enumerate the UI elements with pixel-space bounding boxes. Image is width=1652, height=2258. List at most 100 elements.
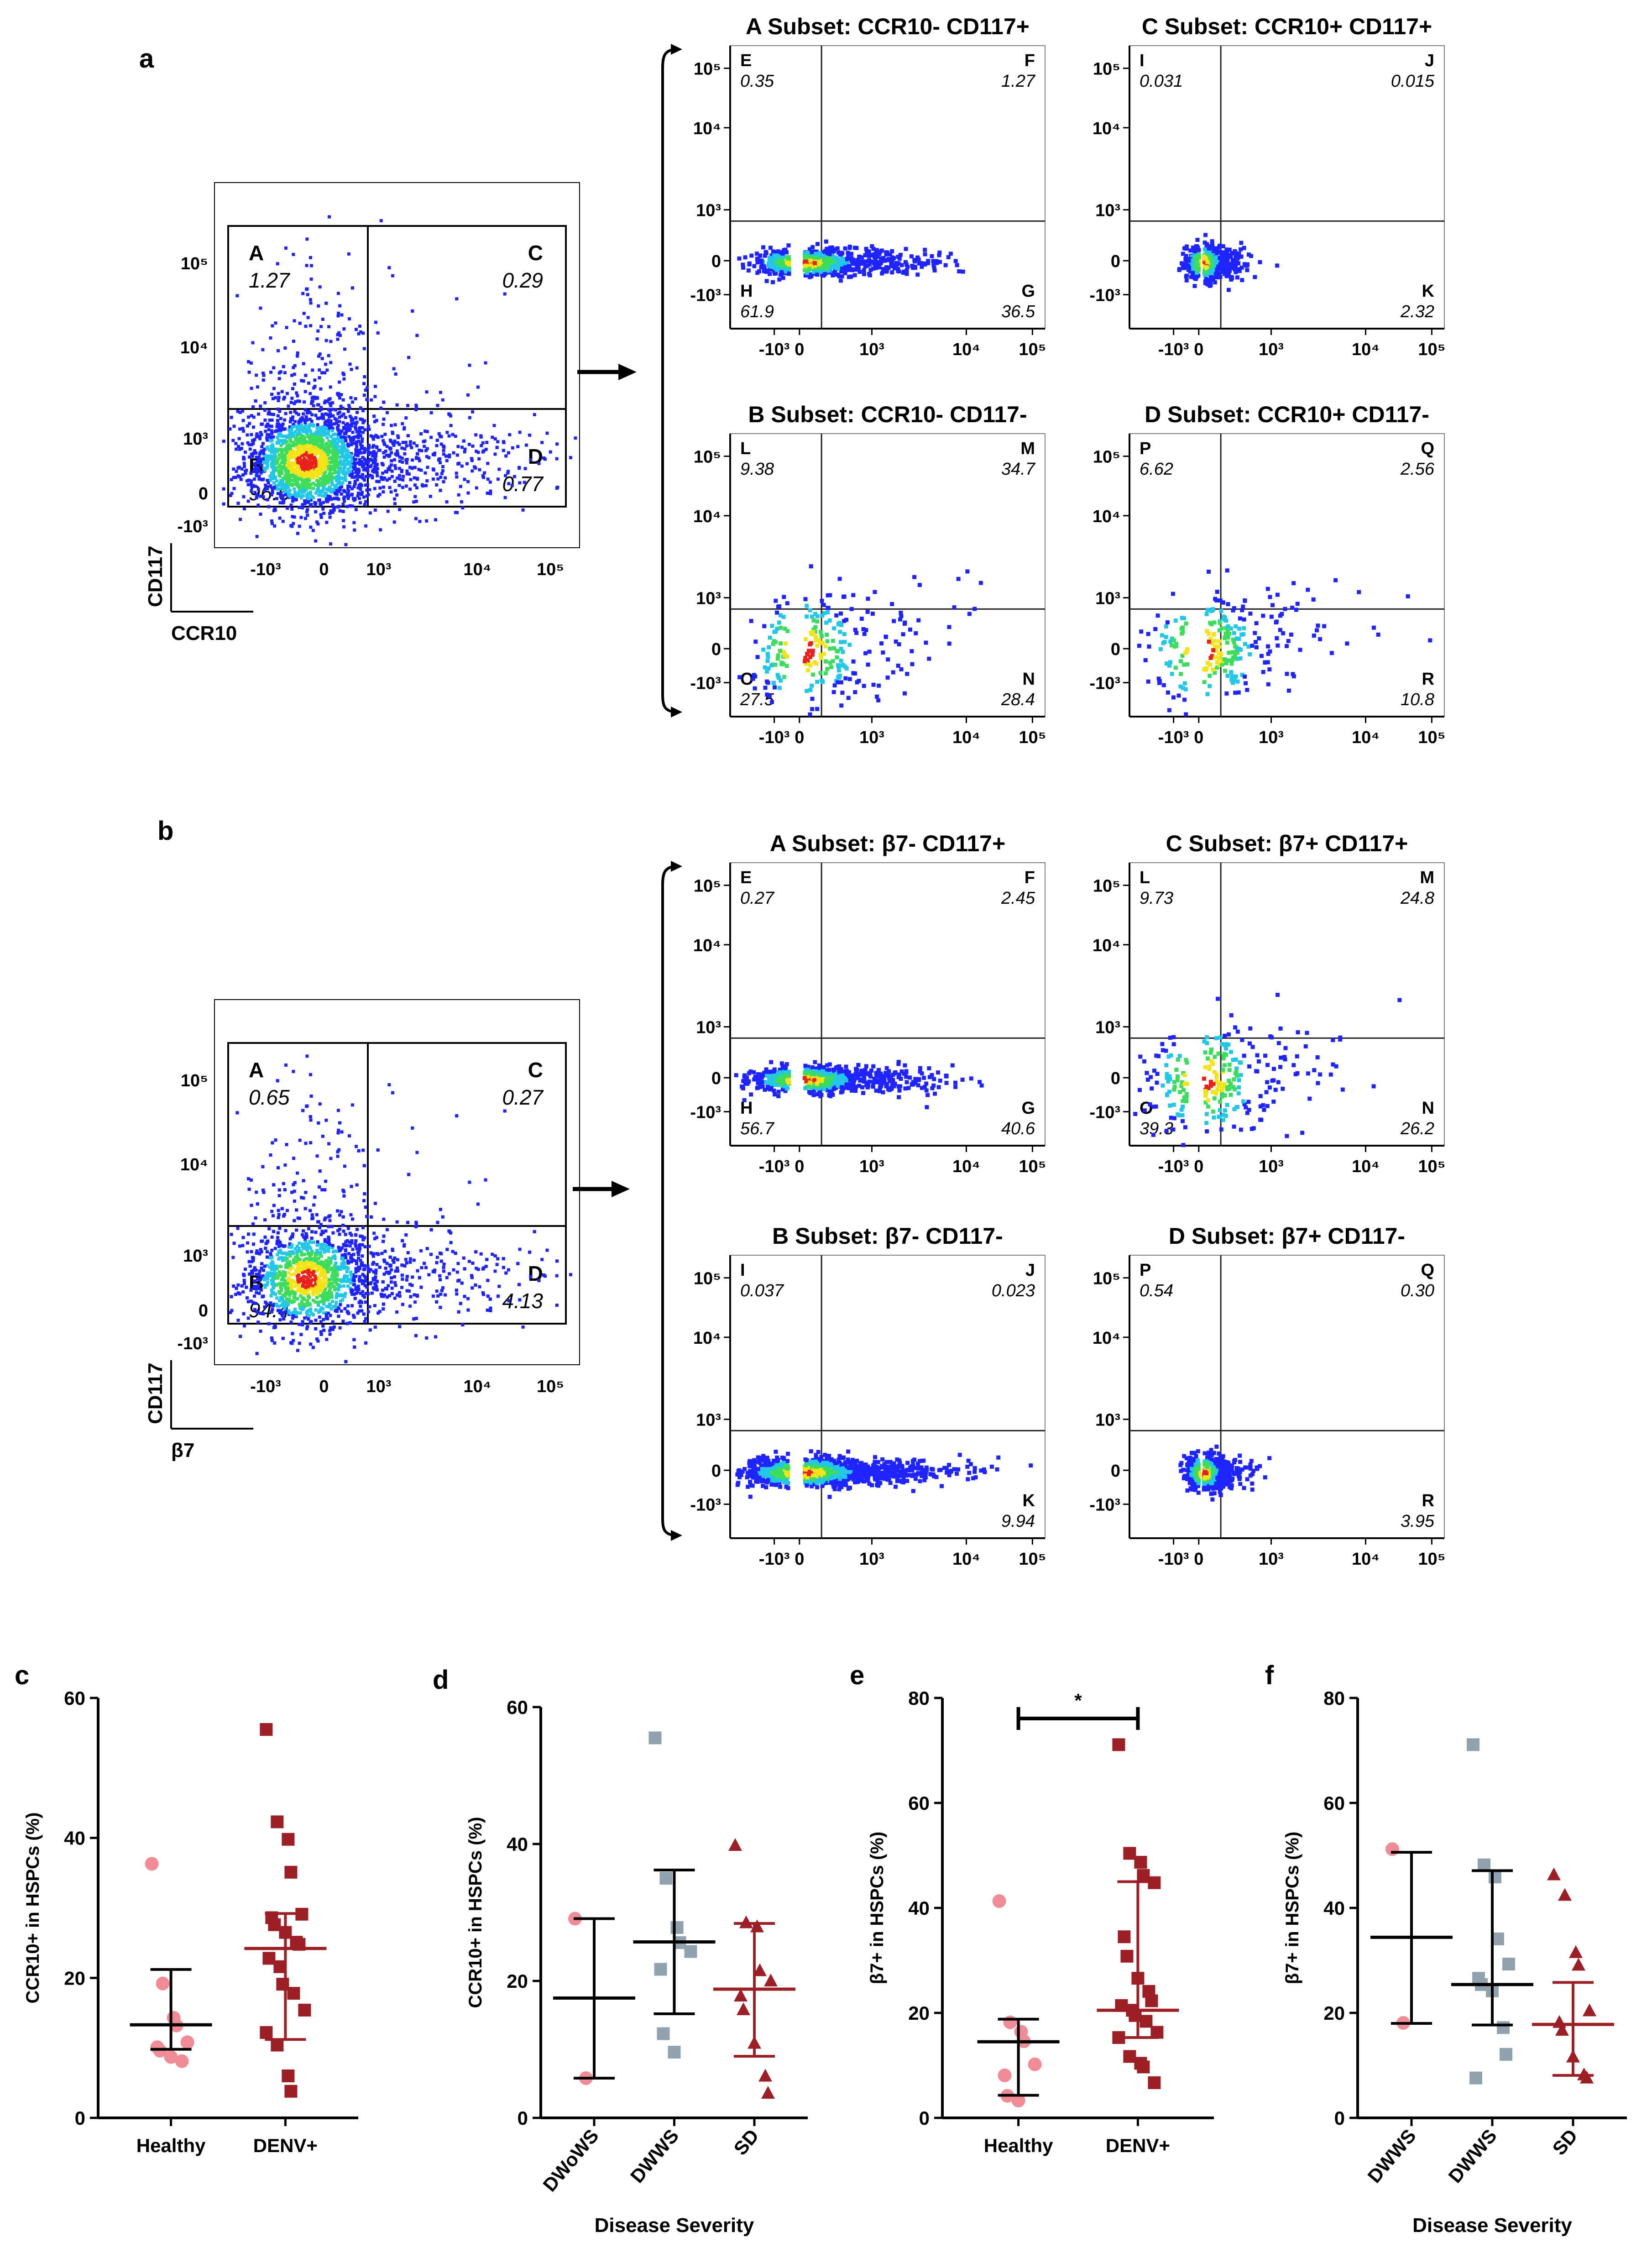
event-dot xyxy=(1254,640,1258,644)
event-dot xyxy=(317,417,320,420)
event-dot xyxy=(257,412,261,416)
event-dot xyxy=(1314,628,1319,633)
event-dot xyxy=(857,270,862,274)
event-dot xyxy=(375,446,379,450)
event-dot xyxy=(878,261,883,266)
event-dot xyxy=(304,444,308,447)
event-dot xyxy=(274,321,277,325)
event-dot xyxy=(836,668,841,673)
event-dot xyxy=(1268,595,1272,599)
event-dot xyxy=(1235,650,1239,655)
event-dot xyxy=(294,498,298,502)
event-dot xyxy=(904,272,909,276)
event-dot xyxy=(284,446,288,450)
event-dot xyxy=(1207,632,1211,636)
event-dot xyxy=(286,471,290,475)
event-dot xyxy=(270,475,274,478)
event-dot xyxy=(393,464,397,467)
event-dot xyxy=(397,483,401,487)
event-dot xyxy=(249,361,253,365)
quadrant-label: I xyxy=(1140,51,1145,70)
event-dot xyxy=(878,256,883,261)
event-dot xyxy=(255,496,258,500)
event-dot xyxy=(466,491,470,495)
event-dot xyxy=(229,493,232,497)
event-dot xyxy=(262,460,266,464)
event-dot xyxy=(282,476,286,480)
event-dot xyxy=(318,409,321,413)
event-dot xyxy=(296,425,299,429)
event-dot xyxy=(325,496,329,499)
subplot-title: C Subset: CCR10+ CD117+ xyxy=(1142,14,1432,39)
event-dot xyxy=(338,334,342,337)
event-dot xyxy=(849,607,854,611)
event-dot xyxy=(1171,695,1176,700)
event-dot xyxy=(1213,639,1217,643)
event-dot xyxy=(246,441,250,445)
event-dot xyxy=(419,468,423,472)
event-dot xyxy=(1137,644,1141,648)
event-dot xyxy=(805,658,810,663)
event-dot xyxy=(282,483,285,487)
event-dot xyxy=(396,452,400,456)
tick-label-y: -10³ xyxy=(1089,674,1120,693)
event-dot xyxy=(818,671,823,675)
event-dot xyxy=(306,482,309,485)
event-dot xyxy=(1329,651,1334,655)
event-dot xyxy=(917,583,922,587)
event-dot xyxy=(890,255,894,260)
event-dot xyxy=(1223,631,1228,636)
event-dot xyxy=(302,430,305,434)
event-dot xyxy=(288,494,292,498)
event-dot xyxy=(831,273,835,278)
event-dot xyxy=(434,518,438,522)
event-dot xyxy=(322,458,326,462)
event-dot xyxy=(290,478,294,482)
event-dot xyxy=(885,250,889,255)
event-dot xyxy=(373,508,377,512)
event-dot xyxy=(328,215,331,219)
event-dot xyxy=(518,466,521,469)
event-dot xyxy=(924,640,928,645)
event-dot xyxy=(408,487,412,491)
event-dot xyxy=(533,413,536,416)
event-dot xyxy=(336,437,340,440)
event-dot xyxy=(361,421,365,424)
event-dot xyxy=(349,439,353,442)
event-dot xyxy=(1215,665,1219,670)
event-dot xyxy=(876,251,880,256)
event-dot xyxy=(864,628,868,632)
event-dot xyxy=(373,456,376,460)
event-dot xyxy=(779,641,783,646)
event-dot xyxy=(386,411,389,414)
event-dot xyxy=(507,451,510,455)
event-dot xyxy=(333,439,337,442)
event-dot xyxy=(1312,634,1316,638)
event-dot xyxy=(290,397,294,400)
event-dot xyxy=(306,435,310,439)
event-dot xyxy=(401,422,404,425)
event-dot xyxy=(842,594,847,599)
event-dot xyxy=(1227,267,1231,272)
event-dot xyxy=(1183,266,1188,270)
event-dot xyxy=(267,410,271,414)
tick-label-x: 10³ xyxy=(1259,728,1284,747)
event-dot xyxy=(354,453,358,457)
tick-label-x: 0 xyxy=(319,560,329,579)
event-dot xyxy=(247,415,251,419)
event-dot xyxy=(341,503,345,506)
event-dot xyxy=(805,603,809,608)
event-dot xyxy=(836,663,840,668)
event-dot xyxy=(246,499,250,503)
event-dot xyxy=(377,480,381,483)
tick-label-y: 0 xyxy=(1111,252,1120,271)
event-dot xyxy=(1218,621,1222,625)
event-dot xyxy=(329,490,333,494)
event-dot xyxy=(390,459,393,463)
event-dot xyxy=(1248,652,1252,657)
event-dot xyxy=(317,458,321,462)
event-dot xyxy=(272,472,276,475)
event-dot xyxy=(1242,617,1246,622)
event-dot xyxy=(1240,278,1244,283)
event-dot xyxy=(1248,611,1253,616)
